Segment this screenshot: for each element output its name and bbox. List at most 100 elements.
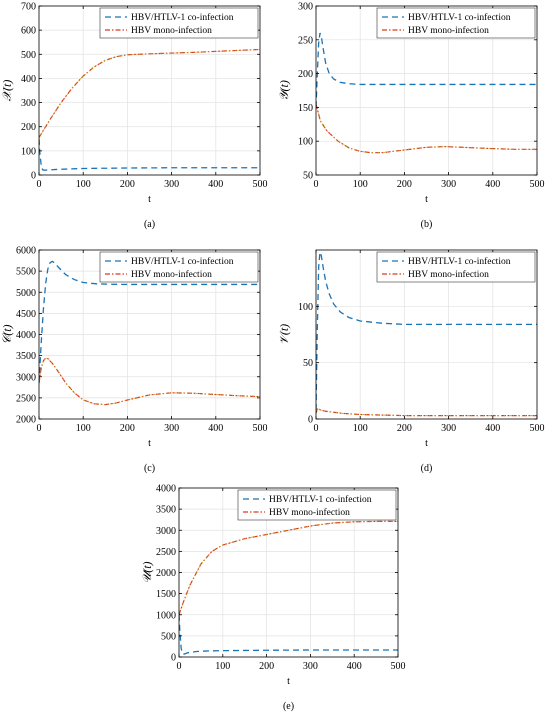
x-tick-label: 0 (314, 423, 319, 434)
legend-label-coinfection: HBV/HTLV-1 co-infection (408, 256, 511, 267)
legend-box (376, 251, 536, 283)
legend-label-mono: HBV mono-infection (269, 507, 350, 518)
y-tick-label: 300 (21, 98, 36, 109)
series-line-coinfection (316, 252, 537, 411)
x-axis-label: t (425, 438, 428, 449)
y-tick-label: 2500 (156, 547, 176, 558)
y-tick-label: 2500 (16, 393, 36, 404)
y-tick-label: 250 (298, 35, 313, 46)
chart-panel-4: 0 100 200 300 400 500 0 50 100 t 𝒱(t) (d) HBV/HTLV-1… (277, 249, 545, 474)
x-tick-label: 0 (37, 179, 42, 190)
x-tick-label: 100 (353, 179, 368, 190)
chart-panel-3: 0 100 200 300 400 500 2000 2500 3000 3500 4000 4500… (0, 246, 268, 475)
y-tick-label: 1000 (156, 610, 176, 621)
x-tick-label: 500 (253, 423, 268, 434)
plot-frame (38, 5, 261, 176)
panel-caption: (d) (421, 463, 433, 474)
plot-frame (315, 5, 538, 176)
x-tick-label: 100 (215, 661, 230, 672)
series-line-mono-dots (39, 49, 260, 138)
x-tick-label: 100 (76, 179, 91, 190)
x-tick-label: 500 (391, 661, 406, 672)
y-tick-label: 0 (308, 415, 313, 426)
y-tick-label: 3500 (156, 505, 176, 516)
y-tick-label: 300 (298, 2, 313, 13)
y-tick-label: 100 (21, 146, 36, 157)
x-tick-label: 0 (37, 423, 42, 434)
x-tick-label: 400 (485, 423, 500, 434)
y-axis-label: 𝒴(t) (277, 80, 291, 101)
x-tick-label: 200 (259, 661, 274, 672)
legend: HBV/HTLV-1 co-infection HBV mono-infectio… (237, 489, 397, 521)
chart-panel-1: 0 100 200 300 400 500 0 100 200 300 400 500 600 700 t 𝒳… (0, 2, 268, 231)
legend: HBV/HTLV-1 co-infection HBV mono-infectio… (99, 7, 259, 39)
y-tick-label: 150 (298, 103, 313, 114)
legend: HBV/HTLV-1 co-infection HBV mono-infectio… (376, 7, 536, 39)
x-axis-label: t (148, 438, 151, 449)
y-tick-label: 4500 (16, 309, 36, 320)
x-tick-label: 400 (208, 179, 223, 190)
x-tick-label: 500 (530, 179, 545, 190)
series-line-coinfection (39, 260, 260, 384)
x-tick-label: 400 (485, 179, 500, 190)
series-line-mono-dots (316, 408, 537, 417)
chart-panel-2: 0 100 200 300 400 500 50 100 150 200 250 300 t 𝒴(t) (b… (277, 2, 545, 231)
y-tick-label: 100 (298, 137, 313, 148)
x-axis-label: t (287, 676, 290, 687)
y-tick-label: 200 (21, 122, 36, 133)
x-tick-label: 300 (441, 179, 456, 190)
panel-caption: (c) (144, 463, 155, 474)
y-tick-label: 4000 (156, 484, 176, 495)
chart-panel-5: 0 100 200 300 400 500 0 500 1000 1500 2000 2500 3000… (140, 484, 406, 713)
y-tick-label: 5500 (16, 267, 36, 278)
x-tick-label: 500 (530, 423, 545, 434)
y-tick-label: 200 (298, 69, 313, 80)
x-axis-label: t (148, 194, 151, 205)
legend-label-mono: HBV mono-infection (131, 269, 212, 280)
y-axis-label: 𝒞(t) (0, 324, 14, 344)
y-tick-label: 6000 (16, 246, 36, 257)
series-line-mono-dots (179, 520, 398, 615)
series-line-coinfection (316, 32, 537, 108)
x-tick-label: 200 (120, 179, 135, 190)
legend-label-coinfection: HBV/HTLV-1 co-infection (131, 256, 234, 267)
y-tick-label: 1500 (156, 589, 176, 600)
y-tick-label: 2000 (156, 568, 176, 579)
y-tick-label: 3000 (16, 372, 36, 383)
series-line-mono (179, 520, 398, 615)
legend-label-coinfection: HBV/HTLV-1 co-infection (269, 494, 372, 505)
y-tick-label: 3500 (16, 351, 36, 362)
y-tick-label: 50 (303, 358, 313, 369)
x-tick-label: 100 (353, 423, 368, 434)
y-axis-label: 𝒱(t) (277, 324, 291, 345)
x-axis-label: t (425, 194, 428, 205)
x-tick-label: 300 (303, 661, 318, 672)
x-tick-label: 500 (253, 179, 268, 190)
x-tick-label: 0 (177, 661, 182, 672)
x-tick-label: 300 (164, 179, 179, 190)
y-tick-label: 4000 (16, 330, 36, 341)
series-line-mono-dots (316, 103, 537, 154)
x-tick-label: 300 (164, 423, 179, 434)
y-tick-label: 2000 (16, 415, 36, 426)
plot-frame (315, 249, 538, 420)
y-tick-label: 5000 (16, 288, 36, 299)
y-tick-label: 3000 (156, 526, 176, 537)
x-tick-label: 0 (314, 179, 319, 190)
y-axis-label: 𝒳(t) (0, 80, 14, 102)
y-tick-label: 700 (21, 2, 36, 13)
series-line-mono (39, 357, 260, 406)
legend-label-mono: HBV mono-infection (408, 25, 489, 36)
legend-box (99, 7, 259, 39)
y-tick-label: 50 (303, 171, 313, 182)
y-tick-label: 500 (21, 50, 36, 61)
panel-caption: (a) (144, 219, 155, 230)
panel-caption: (b) (421, 219, 433, 230)
x-tick-label: 200 (397, 423, 412, 434)
x-tick-label: 200 (120, 423, 135, 434)
x-tick-label: 400 (208, 423, 223, 434)
y-tick-label: 500 (161, 631, 176, 642)
series-line-mono (316, 408, 537, 417)
legend-label-coinfection: HBV/HTLV-1 co-infection (408, 12, 511, 23)
